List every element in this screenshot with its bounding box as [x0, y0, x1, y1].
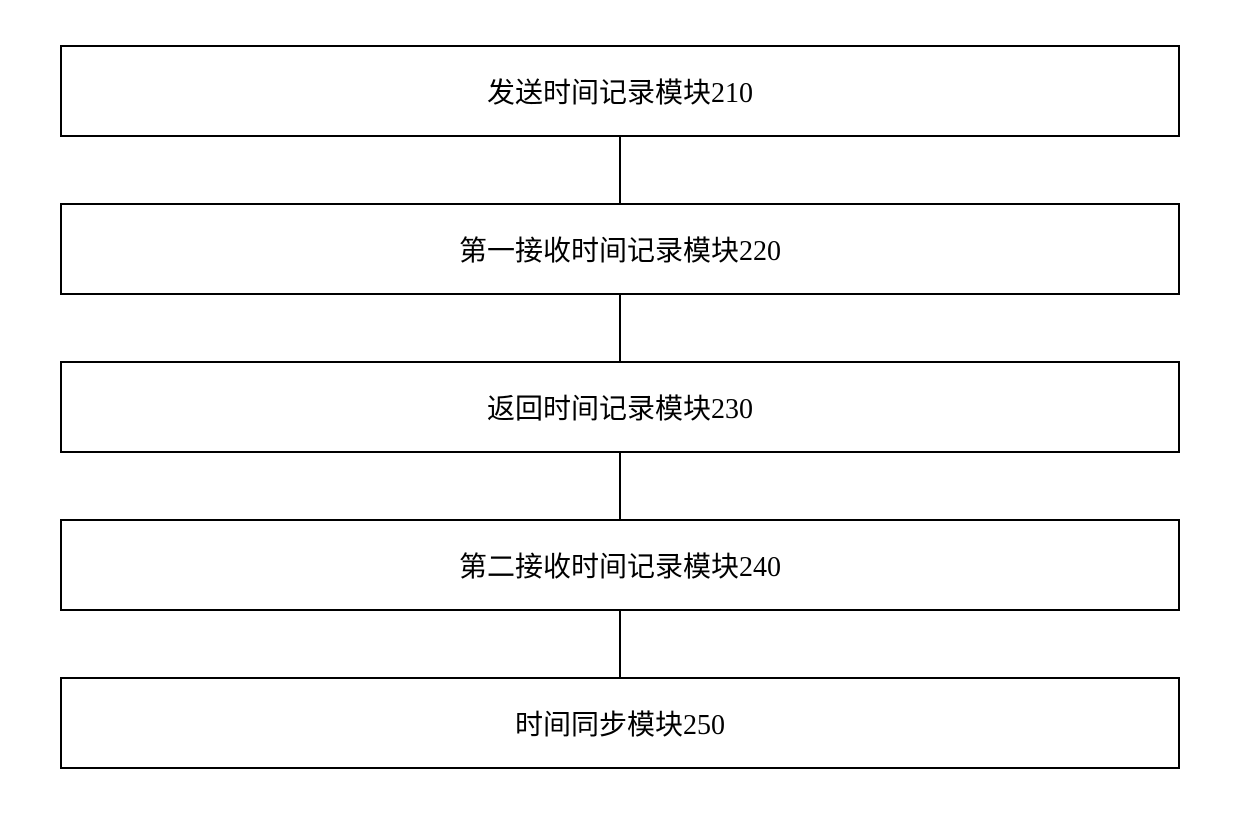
node-220-label: 第一接收时间记录模块220	[459, 229, 781, 269]
node-230-label: 返回时间记录模块230	[487, 387, 753, 427]
node-220: 第一接收时间记录模块220	[60, 203, 1180, 295]
node-210-label: 发送时间记录模块210	[487, 71, 753, 111]
connector-240-250	[619, 611, 621, 677]
node-250: 时间同步模块250	[60, 677, 1180, 769]
connector-220-230	[619, 295, 621, 361]
node-210: 发送时间记录模块210	[60, 45, 1180, 137]
node-250-label: 时间同步模块250	[515, 703, 725, 743]
node-240: 第二接收时间记录模块240	[60, 519, 1180, 611]
node-240-label: 第二接收时间记录模块240	[459, 545, 781, 585]
connector-210-220	[619, 137, 621, 203]
flowchart-container: 发送时间记录模块210 第一接收时间记录模块220 返回时间记录模块230 第二…	[60, 45, 1180, 769]
node-230: 返回时间记录模块230	[60, 361, 1180, 453]
connector-230-240	[619, 453, 621, 519]
